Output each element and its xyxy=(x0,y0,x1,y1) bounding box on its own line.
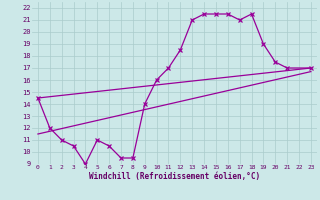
X-axis label: Windchill (Refroidissement éolien,°C): Windchill (Refroidissement éolien,°C) xyxy=(89,172,260,181)
